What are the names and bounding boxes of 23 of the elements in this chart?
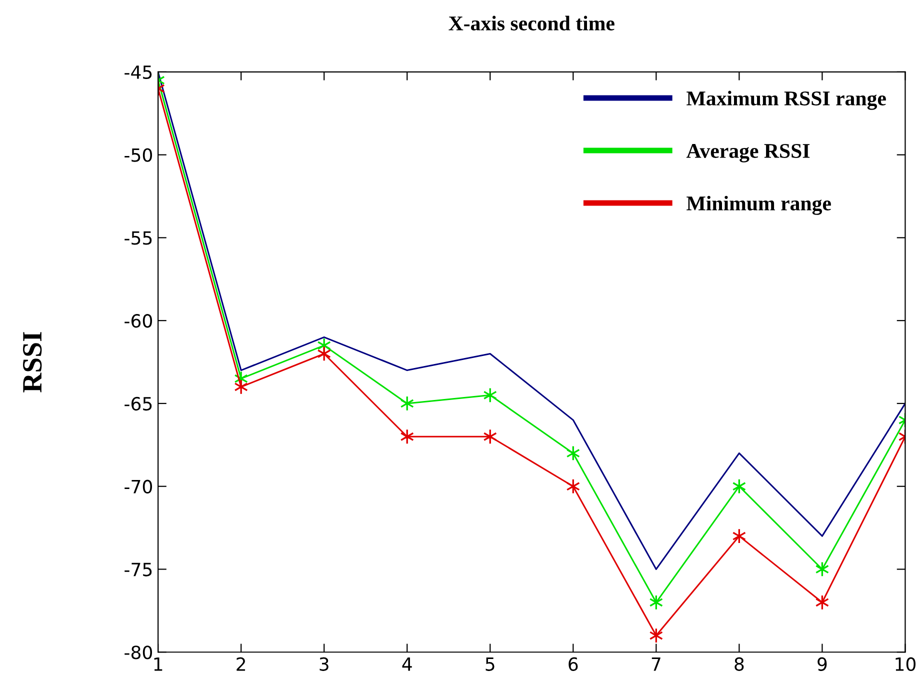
legend-label: Maximum RSSI range: [686, 90, 886, 110]
x-tick-label: 8: [734, 657, 744, 671]
y-tick-label: -70: [124, 480, 152, 494]
y-tick-label: -55: [124, 231, 152, 245]
y-tick-label: -45: [124, 66, 152, 80]
x-tick-label: 10: [896, 657, 916, 671]
x-tick-label: 7: [652, 658, 660, 671]
y-tick-label: -50: [124, 148, 152, 162]
y-tick-label: -80: [124, 646, 152, 660]
x-tick-label: 5: [486, 658, 494, 671]
y-tick-label: -60: [124, 314, 152, 328]
chart-title: X-axis second time: [448, 16, 614, 30]
y-tick-label: -65: [124, 396, 152, 411]
legend-label: Average RSSI: [686, 144, 810, 162]
legend-label: Minimum range: [686, 196, 831, 215]
x-tick-label: 2: [236, 657, 246, 671]
x-tick-label: 4: [402, 658, 412, 671]
x-tick-label: 6: [568, 657, 578, 671]
x-tick-label: 3: [320, 657, 328, 671]
y-tick-label: -75: [124, 562, 152, 576]
y-axis-title: RSSI: [23, 332, 42, 392]
x-tick-label: 9: [818, 657, 827, 671]
x-tick-label: 1: [154, 658, 162, 671]
